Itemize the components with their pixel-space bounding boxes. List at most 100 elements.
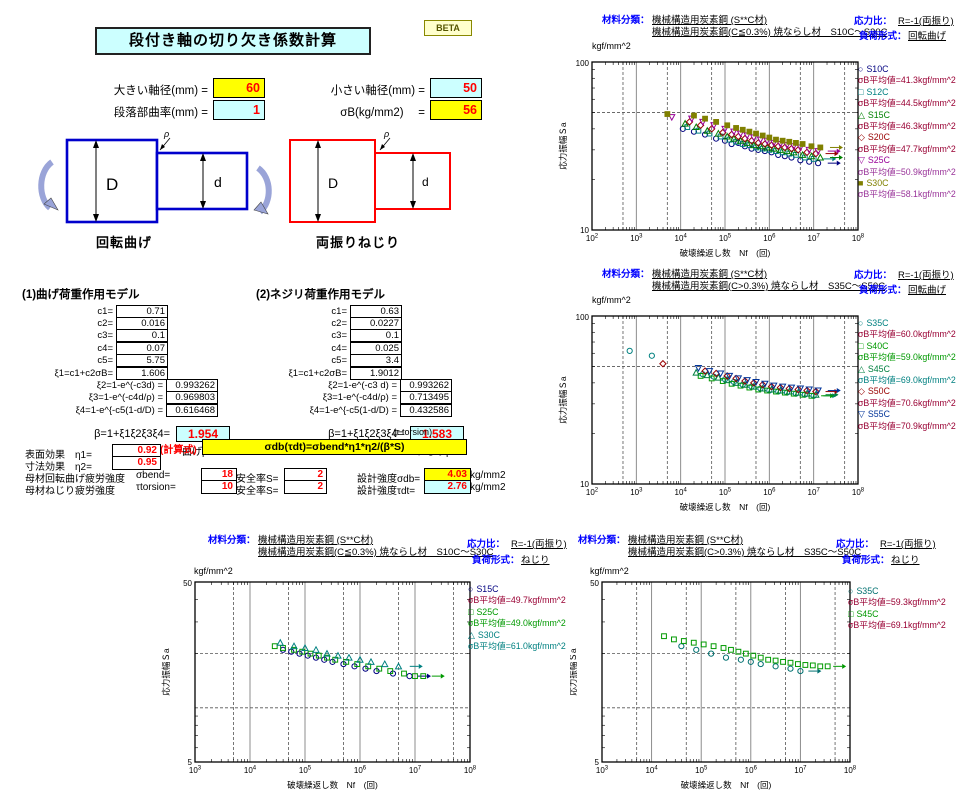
legend-sigma-b-average: σB平均値=58.1kgf/mm^2: [858, 189, 956, 200]
torsion-fatigue-value[interactable]: 10: [201, 480, 237, 494]
svg-text:108: 108: [464, 766, 477, 776]
sn-curve-plot: 103 104 105 106 107 108 50 5 破壊繰返し数 Nf (回) 応力振幅Ｓa: [150, 576, 512, 807]
sn-curve-plot: 102 103 104 105 106 107 108 100 10 破壊繰返し数 Nf (回) 応…: [556, 306, 896, 521]
legend-entry: □ S40C: [858, 341, 956, 352]
svg-text:102: 102: [586, 488, 599, 498]
torsion-fatigue-symbol: τtorsion=: [136, 482, 176, 493]
load-type-value: 回転曲げ: [908, 31, 947, 42]
bend-fatigue-label: 母材回転曲げ疲労強度: [25, 474, 125, 485]
svg-text:105: 105: [719, 488, 732, 498]
y-unit-label: kgf/mm^2: [194, 566, 233, 576]
series-S30C: [664, 111, 843, 151]
series-S25C: [271, 643, 445, 680]
y-unit-label: kgf/mm^2: [592, 295, 631, 305]
material-category-label: 材料分類：: [602, 269, 650, 280]
beta-formula-label: β=1+ξ1ξ2ξ3ξ4=: [94, 427, 170, 440]
legend-sigma-b-average: σB平均値=69.0kgf/mm^2: [858, 375, 956, 386]
legend-sigma-b-average: σB平均値=70.6kgf/mm^2: [858, 397, 956, 408]
load-type-label: 負荷形式：: [859, 31, 907, 42]
xi-value: 0.969803: [166, 391, 218, 405]
legend-series-name: S35C: [866, 318, 889, 328]
input-sigma-b[interactable]: 56: [430, 100, 482, 120]
torsion-shaft-diagram: D d ρ: [289, 129, 451, 223]
shaft-diagrams: D d ρ D d ρ: [38, 129, 451, 224]
legend-entry: ○ S15C: [468, 584, 566, 595]
xi-label: ξ4=1-e^{-c5(1-d/D) =: [309, 404, 397, 416]
legend-sigma-b-average: σB平均値=49.7kgf/mm^2: [468, 595, 566, 606]
surface-effect-value[interactable]: 0.92: [112, 444, 161, 458]
input-fillet-radius[interactable]: 1: [213, 100, 265, 120]
const-value[interactable]: 0.016: [116, 317, 168, 331]
xi-value: 0.432586: [400, 403, 452, 417]
const-value[interactable]: 0.0227: [350, 317, 402, 331]
legend-series-name: S30C: [866, 178, 889, 189]
stress-ratio-value: R=-1(両振り): [898, 16, 954, 27]
beta-badge: BETA: [424, 20, 472, 36]
legend-series-name: S20C: [867, 132, 890, 143]
series-S35C: [678, 643, 822, 675]
xi-value: 0.993262: [166, 379, 218, 393]
legend-sigma-b-average: σB平均値=41.3kgf/mm^2: [858, 75, 956, 86]
legend-series-name: S25C: [867, 155, 890, 166]
load-type-label: 負荷形式：: [472, 555, 520, 566]
square-marker-icon: □: [468, 606, 474, 617]
const-value[interactable]: 0.1: [350, 329, 402, 343]
size-effect-value[interactable]: 0.95: [112, 456, 161, 470]
square-marker-icon: □: [848, 608, 854, 619]
material-category-label: 材料分類：: [578, 535, 626, 546]
const-value[interactable]: 3.4: [350, 354, 402, 368]
input-label-fillet-radius: 段落部曲率(mm) =: [113, 107, 208, 119]
legend-entry: ○ S35C: [858, 318, 956, 329]
bending-caption: 回転曲げ: [96, 235, 153, 250]
legend-series-name: S25C: [476, 606, 499, 617]
diamond-marker-icon: ◇: [858, 132, 865, 143]
const-value[interactable]: 0.025: [350, 341, 402, 355]
const-row: c1= 0.63: [256, 304, 492, 318]
safety-factor-2[interactable]: 2: [284, 480, 327, 494]
xi-row: ξ2=1-e^(-c3d) = 0.993262: [22, 379, 258, 393]
model-title: (2)ネジリ荷重作用モデル: [256, 289, 386, 301]
const-value[interactable]: 0.71: [116, 304, 168, 318]
const-value[interactable]: 0.63: [350, 304, 402, 318]
material-category-label: 材料分類：: [602, 15, 650, 26]
legend-series-name: S40C: [866, 340, 889, 351]
xi-row: ξ3=1-e^(-c4d/ρ) = 0.713495: [256, 391, 492, 405]
material-category-label: 材料分類：: [208, 535, 256, 546]
svg-text:10: 10: [580, 480, 589, 489]
beta-formula-label: β=1+ξ1ξ2ξ3ξ4=: [328, 427, 404, 440]
xi-label: ξ2=1-e^(-c3d) =: [96, 380, 163, 392]
legend-sigma-b-average: σB平均値=60.0kgf/mm^2: [858, 329, 956, 340]
bending-shaft-diagram: D d ρ: [38, 129, 272, 224]
svg-text:103: 103: [189, 766, 202, 776]
design-bend-unit: kg/mm2: [470, 470, 506, 481]
material-line-1: 機械構造用炭素鋼 (S**C材): [652, 269, 768, 280]
svg-text:105: 105: [719, 234, 732, 244]
xi-value: 1.9012: [350, 366, 402, 380]
svg-text:104: 104: [244, 766, 257, 776]
svg-text:108: 108: [852, 234, 865, 244]
big-diameter-label: D: [106, 175, 118, 194]
svg-text:107: 107: [794, 766, 807, 776]
xi-label: ξ1=c1+c2σB=: [288, 367, 347, 379]
const-label: c5=: [97, 355, 113, 367]
svg-text:5: 5: [595, 758, 600, 767]
beta-torsion-value: 1.583: [410, 425, 464, 442]
input-large-diameter[interactable]: 60: [213, 78, 265, 98]
xi-row: ξ2=1-e^(-c3 d) = 0.993262: [256, 379, 492, 393]
chart-bending-low-carbon: 材料分類： 機械構造用炭素鋼 (S**C材) 機械構造用炭素鋼(C≦0.3%) …: [556, 8, 962, 260]
const-value[interactable]: 0.07: [116, 341, 168, 355]
big-diameter-label: D: [328, 175, 338, 191]
legend-entry: ○ S35C: [848, 586, 946, 597]
input-small-diameter[interactable]: 50: [430, 78, 482, 98]
const-value[interactable]: 5.75: [116, 354, 168, 368]
svg-text:106: 106: [763, 488, 776, 498]
square-filled-marker-icon: ■: [858, 178, 864, 189]
circle-marker-icon: ○: [468, 584, 474, 594]
svg-text:102: 102: [586, 234, 599, 244]
svg-text:100: 100: [576, 313, 590, 322]
circle-marker-icon: ○: [848, 586, 854, 596]
const-value[interactable]: 0.1: [116, 329, 168, 343]
design-torsion-label: 設計強度τdt=: [357, 486, 416, 497]
legend-series-name: S10C: [866, 64, 889, 74]
svg-text:50: 50: [590, 579, 599, 588]
